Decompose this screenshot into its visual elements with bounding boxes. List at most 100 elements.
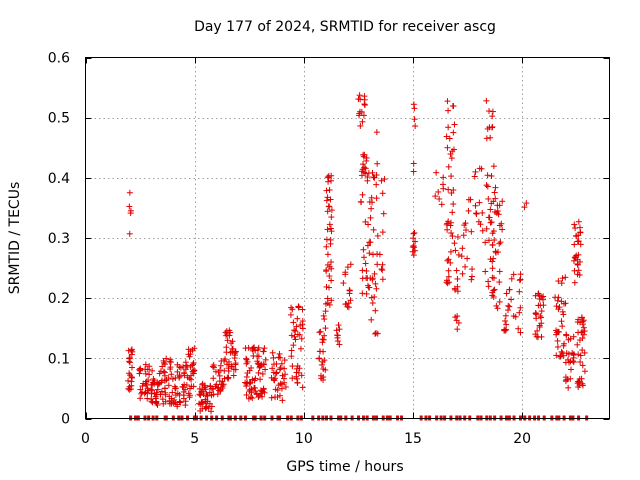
data-point — [506, 303, 513, 310]
data-point — [462, 227, 469, 234]
data-point — [208, 403, 215, 410]
data-point — [472, 168, 479, 175]
data-point — [276, 392, 283, 399]
data-point — [229, 345, 236, 352]
data-point — [277, 364, 284, 371]
data-point — [553, 352, 560, 359]
data-point — [575, 351, 582, 358]
data-point — [172, 385, 179, 392]
data-point — [367, 239, 374, 246]
data-point — [324, 208, 331, 215]
data-point — [369, 300, 376, 307]
data-point — [562, 300, 569, 307]
data-point — [223, 328, 230, 335]
data-point — [476, 199, 483, 206]
data-point — [177, 399, 184, 406]
data-point — [218, 358, 225, 365]
data-point — [216, 372, 223, 379]
data-point — [290, 342, 297, 349]
data-point — [299, 318, 306, 325]
data-point — [440, 174, 447, 181]
data-point — [189, 362, 196, 369]
x-axis-label: GPS time / hours — [286, 459, 403, 475]
data-point — [275, 354, 282, 361]
data-point — [364, 242, 371, 249]
data-point — [571, 279, 578, 286]
data-point — [464, 255, 471, 262]
data-point — [176, 398, 183, 405]
data-point — [496, 268, 503, 275]
data-point — [190, 359, 197, 366]
data-point — [148, 398, 155, 405]
data-point — [186, 353, 193, 360]
data-point — [324, 251, 331, 258]
data-point — [499, 226, 506, 233]
data-point — [243, 380, 250, 387]
data-point — [276, 350, 283, 357]
y-tick-label: 0 — [61, 412, 70, 428]
data-point — [363, 267, 370, 274]
data-point — [189, 361, 196, 368]
x-tick-labels: 0 5 10 15 20 — [81, 431, 531, 447]
data-point — [492, 248, 499, 255]
data-point — [291, 333, 298, 340]
data-point — [436, 195, 443, 202]
data-point — [146, 363, 153, 370]
data-point — [510, 313, 517, 320]
data-point — [379, 267, 386, 274]
data-point — [559, 308, 566, 315]
data-point — [575, 329, 582, 336]
data-point — [445, 163, 452, 170]
data-point — [198, 388, 205, 395]
data-point — [471, 173, 478, 180]
data-point — [444, 98, 451, 105]
data-point — [128, 347, 135, 354]
y-tick-label: 0.3 — [48, 231, 70, 247]
data-point — [209, 363, 216, 370]
data-point — [490, 228, 497, 235]
data-point — [458, 253, 465, 260]
data-point — [564, 376, 571, 383]
data-point — [485, 278, 492, 285]
data-point — [152, 393, 159, 400]
data-point — [516, 309, 523, 316]
data-point — [158, 388, 165, 395]
data-point — [448, 173, 455, 180]
data-point — [561, 340, 568, 347]
data-point — [273, 369, 280, 376]
data-point — [255, 344, 262, 351]
data-point — [580, 324, 587, 331]
data-point — [243, 355, 250, 362]
data-point — [468, 276, 475, 283]
data-point — [559, 275, 566, 282]
y-axis-label: SRMTID / TECUs — [7, 182, 23, 295]
data-point — [370, 226, 377, 233]
data-point — [411, 105, 418, 112]
data-point — [328, 172, 335, 179]
data-point — [451, 121, 458, 128]
data-point — [496, 298, 503, 305]
data-point — [449, 209, 456, 216]
data-point — [491, 189, 498, 196]
data-point — [560, 352, 567, 359]
data-point — [142, 389, 149, 396]
data-point — [323, 197, 330, 204]
data-point — [444, 280, 451, 287]
y-tick-label: 0.2 — [48, 291, 70, 307]
data-point — [580, 317, 587, 324]
data-point — [538, 308, 545, 315]
data-point — [198, 399, 205, 406]
data-point — [320, 336, 327, 343]
data-point — [538, 314, 545, 321]
data-point — [219, 385, 226, 392]
data-point — [294, 331, 301, 338]
data-point — [126, 359, 133, 366]
data-point — [489, 258, 496, 265]
data-point — [243, 373, 250, 380]
data-point — [203, 400, 210, 407]
data-point — [579, 380, 586, 387]
data-point — [225, 365, 232, 372]
data-point — [359, 267, 366, 274]
data-point — [180, 392, 187, 399]
data-point — [126, 230, 133, 237]
